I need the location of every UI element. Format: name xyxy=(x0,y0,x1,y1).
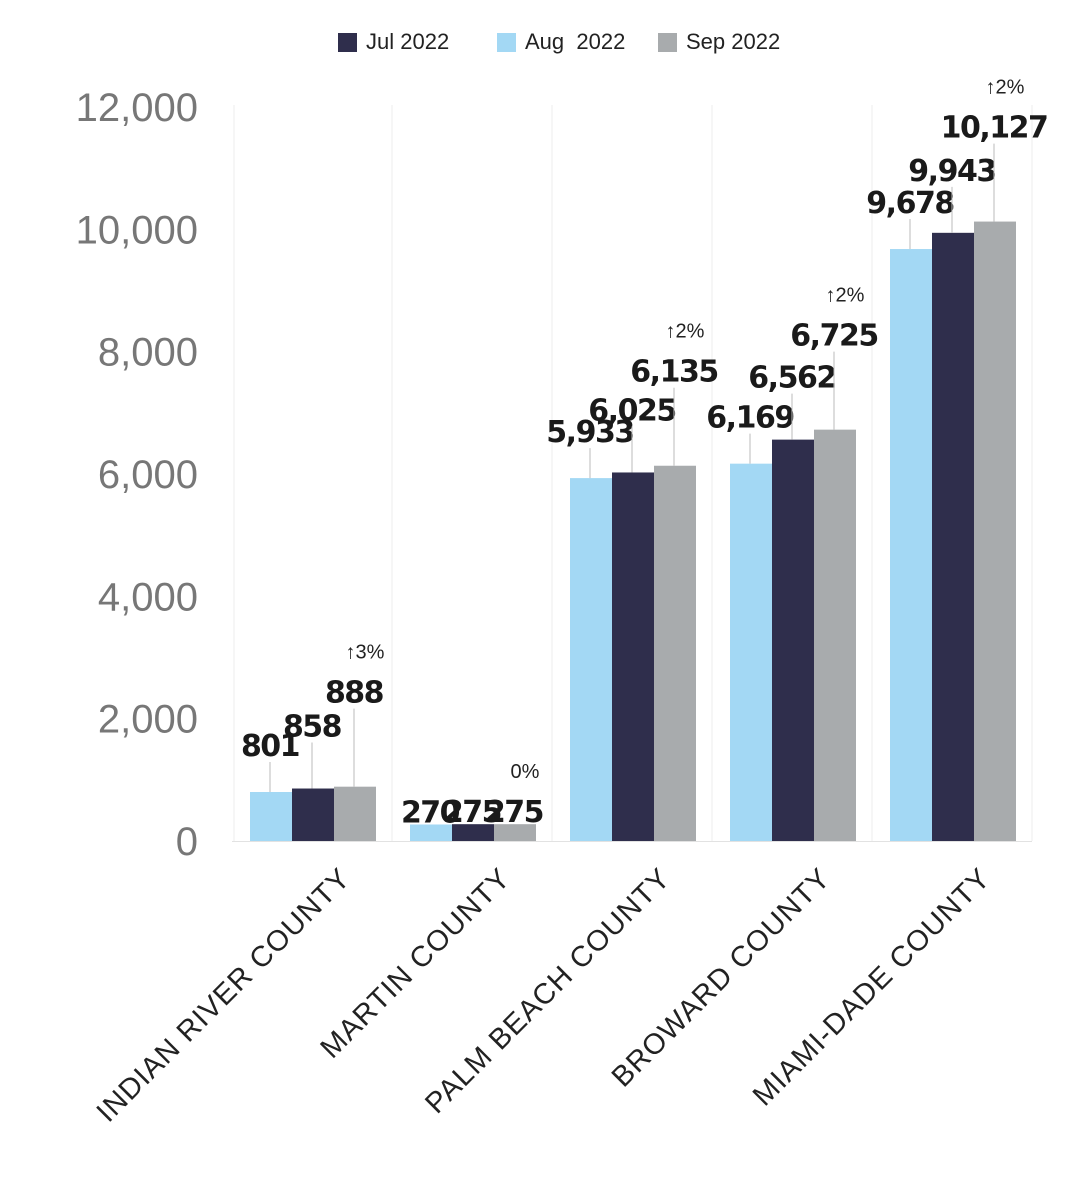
legend-swatch xyxy=(658,32,677,52)
bar xyxy=(494,824,536,841)
y-tick-label: 2,000 xyxy=(98,698,198,742)
change-label: ↑2% xyxy=(666,321,705,343)
bar xyxy=(730,463,772,841)
data-label: 6,135 xyxy=(630,355,717,390)
data-label: 275 xyxy=(485,795,543,830)
legend-label: Sep 2022 xyxy=(686,29,781,54)
change-label: ↑3% xyxy=(346,642,385,664)
data-label: 6,725 xyxy=(790,319,877,354)
legend-item: Sep 2022 xyxy=(658,26,780,58)
change-label: ↑2% xyxy=(986,77,1025,99)
bar xyxy=(292,788,334,841)
bar xyxy=(654,465,696,841)
legend: Jul 2022 Aug 2022 Sep 2022 xyxy=(0,26,1076,58)
legend-label: Jul 2022 xyxy=(366,29,450,54)
y-tick-label: 8,000 xyxy=(98,331,198,375)
y-tick-label: 10,000 xyxy=(76,208,198,252)
legend-swatch xyxy=(338,32,357,52)
bar xyxy=(814,429,856,841)
data-label: 270 xyxy=(401,795,460,830)
data-label: 888 xyxy=(325,676,384,711)
bar xyxy=(932,232,974,842)
y-tick-label: 6,000 xyxy=(98,453,198,497)
data-label: 858 xyxy=(283,710,342,745)
bar xyxy=(612,472,654,841)
bar xyxy=(452,824,494,841)
data-label: 9,943 xyxy=(908,154,995,189)
bar xyxy=(570,478,612,841)
change-label: ↑2% xyxy=(826,285,865,307)
legend-item: Jul 2022 xyxy=(338,26,449,58)
legend-item: Aug 2022 xyxy=(497,26,625,58)
bar xyxy=(334,786,376,841)
bar xyxy=(250,792,292,841)
data-label: 6,025 xyxy=(588,393,675,428)
data-label: 275 xyxy=(443,795,501,830)
y-tick-label: 0 xyxy=(176,820,198,864)
category-label: INDIAN RIVER COUNTY xyxy=(91,862,357,1128)
data-label: 5,933 xyxy=(546,415,633,450)
y-tick-label: 4,000 xyxy=(98,575,198,619)
data-label: 6,169 xyxy=(706,401,793,436)
y-tick-label: 12,000 xyxy=(76,86,198,130)
change-label: 0% xyxy=(511,761,540,783)
legend-label: Aug 2022 xyxy=(525,29,626,54)
legend-swatch xyxy=(497,32,516,52)
data-label: 801 xyxy=(241,729,299,764)
data-label: 10,127 xyxy=(941,111,1048,146)
bar xyxy=(890,249,932,842)
data-label: 6,562 xyxy=(748,361,835,396)
data-label: 9,678 xyxy=(866,186,954,221)
bar xyxy=(410,824,452,841)
bar xyxy=(974,221,1016,841)
bar xyxy=(772,439,814,841)
